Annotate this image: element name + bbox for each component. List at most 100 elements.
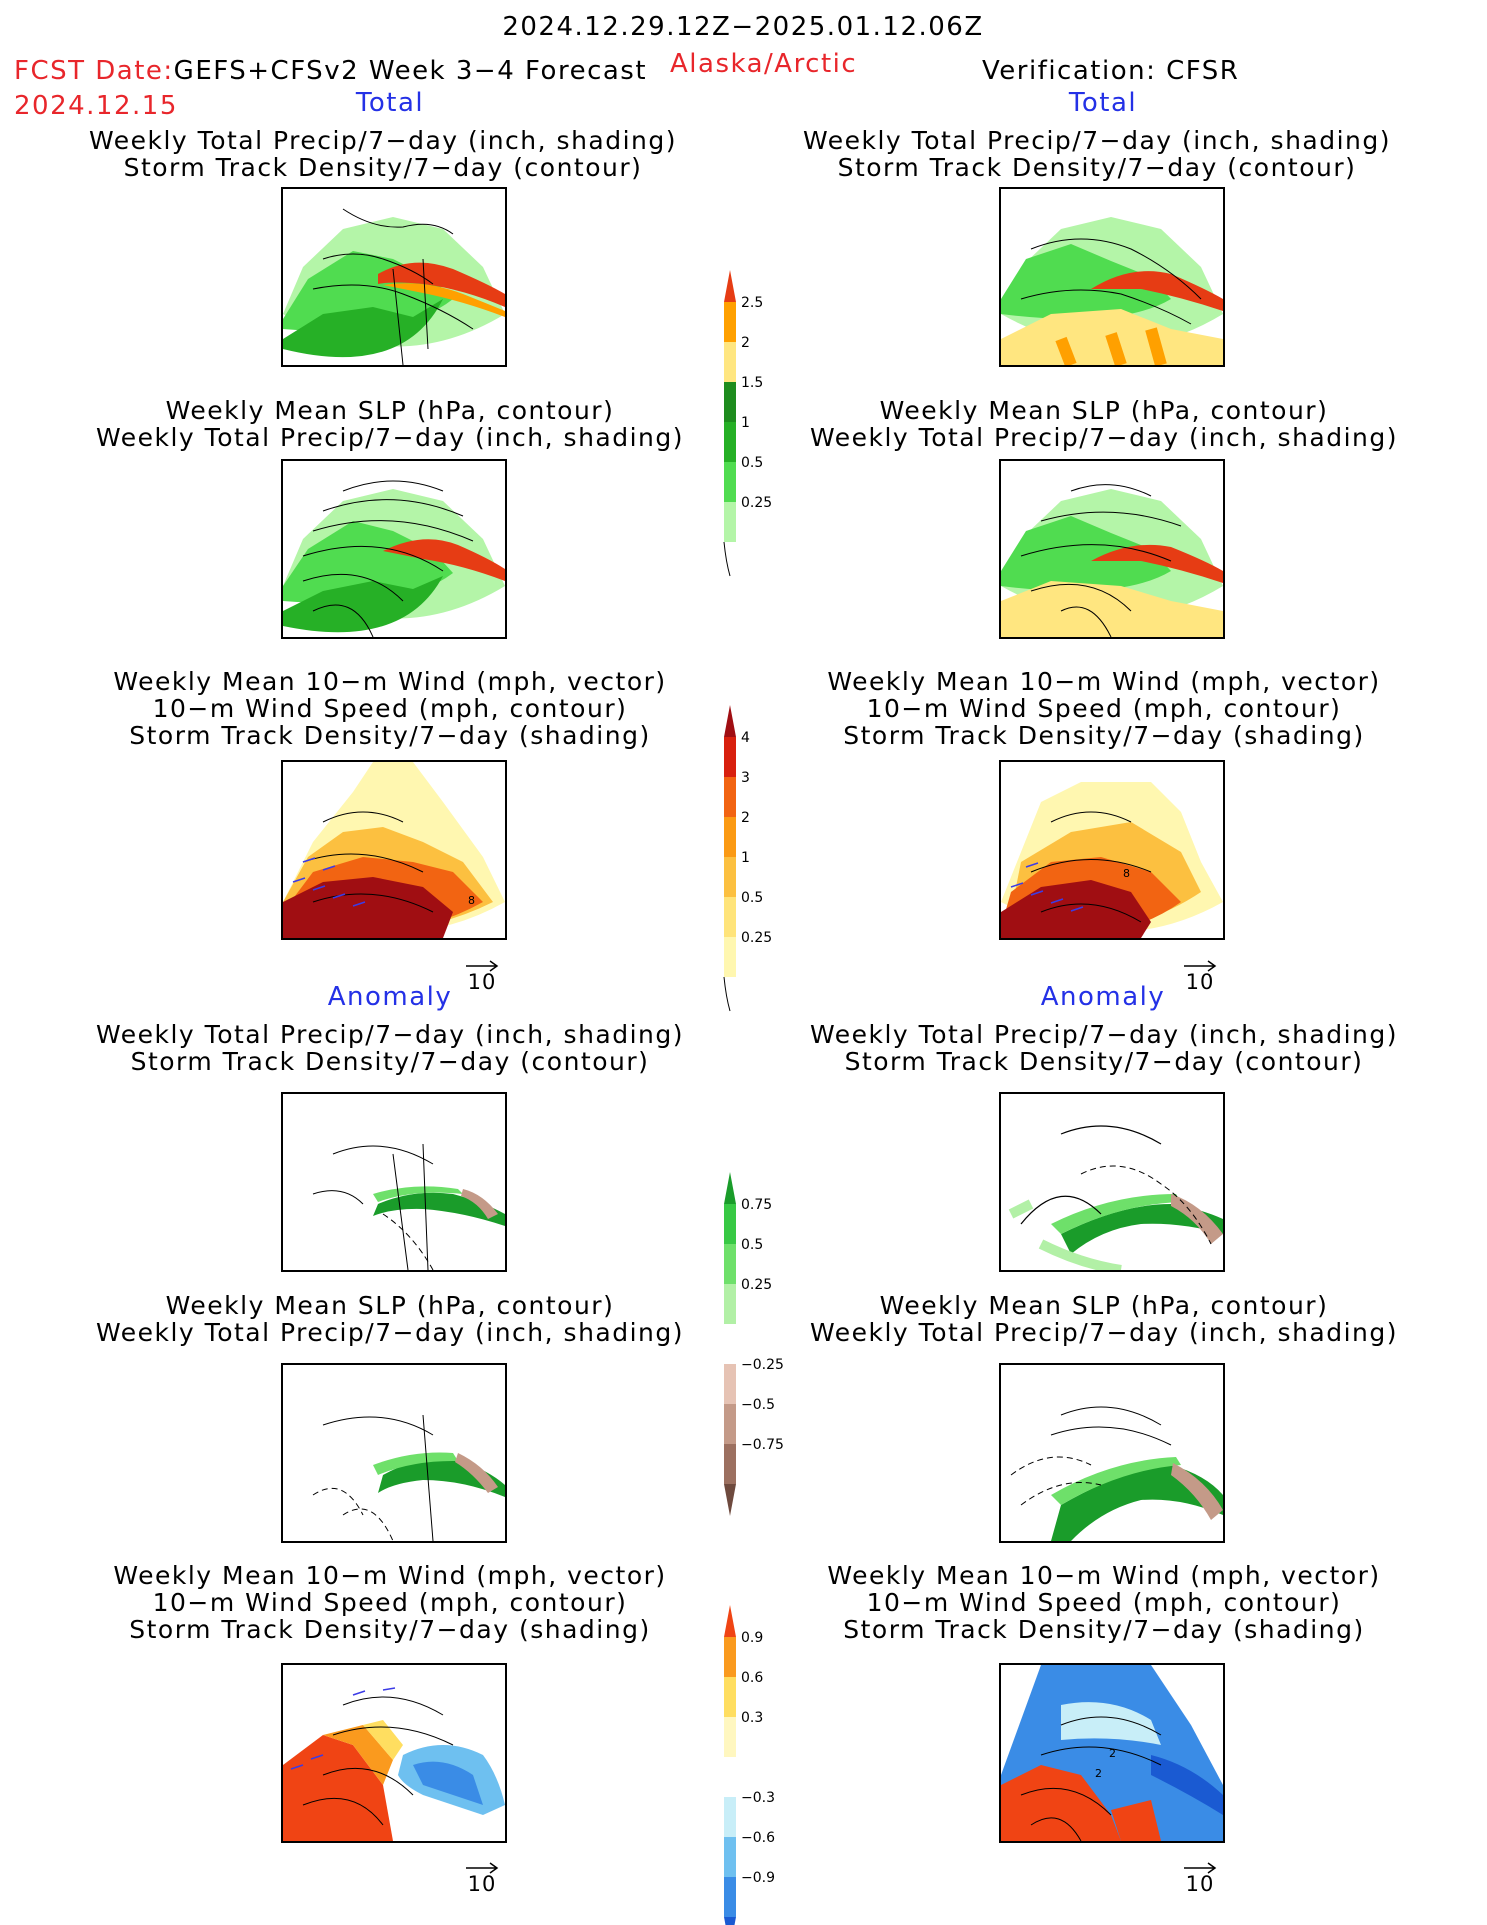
map-total-wind-storm-verif: 8	[999, 760, 1225, 940]
colorbar-precip-anomaly: 0.75 0.5 0.25 −0.25 −0.5 −0.75	[724, 1172, 804, 1516]
colorbar-tick-label: 0.25	[741, 930, 772, 946]
colorbar-tick-label: 1.5	[741, 375, 763, 391]
colorbar-tick-label: −0.3	[741, 1790, 775, 1806]
colorbar-tick-label: 0.25	[741, 1277, 772, 1293]
title-total-precip-storm-fcst: Weekly Total Precip/7−day (inch, shading…	[88, 126, 678, 182]
map-anom-wind-storm-fcst	[281, 1663, 507, 1843]
colorbar-segment	[724, 1324, 736, 1364]
colorbar-segment	[724, 1204, 736, 1244]
colorbar-segment	[724, 422, 736, 462]
colorbar-segment	[724, 1484, 736, 1516]
wind-contour-label-fcst: 8	[468, 894, 475, 907]
title-total-slp-precip-verif: Weekly Mean SLP (hPa, contour) Weekly Tot…	[809, 396, 1399, 452]
colorbar-segment	[724, 1637, 736, 1677]
colorbar-tick-label: 1	[741, 415, 750, 431]
map-total-precip-storm-verif	[999, 187, 1225, 367]
colorbar-segment	[724, 270, 736, 302]
colorbar-segment	[724, 502, 736, 542]
colorbar-tick-label: 1	[741, 850, 750, 866]
title-total-wind-storm-verif: Weekly Mean 10−m Wind (mph, vector) 10−m …	[827, 667, 1381, 750]
colorbar-storm-total: 4 3 2 1 0.5 0.25	[723, 705, 804, 1012]
colorbar-segment	[724, 1364, 736, 1404]
colorbar-storm-anomaly: 0.9 0.6 0.3 −0.3 −0.6 −0.9	[724, 1605, 804, 1925]
map-anom-slp-precip-verif	[999, 1363, 1225, 1543]
region-label: Alaska/Arctic	[670, 49, 858, 79]
section-anomaly-right: Anomaly	[1040, 982, 1166, 1012]
map-anom-precip-storm-fcst	[281, 1092, 507, 1272]
colorbar-tail	[723, 541, 731, 577]
colorbar-tick-label: −0.6	[741, 1830, 775, 1846]
colorbar-segment	[724, 1244, 736, 1284]
vector-ref-label: 10	[1185, 1872, 1215, 1896]
vector-ref-total-verif: 10	[1170, 960, 1230, 993]
vector-ref-total-fcst: 10	[452, 960, 512, 993]
colorbar-tick-label: 0.9	[741, 1630, 763, 1646]
map-anom-wind-storm-verif: 2 2	[999, 1663, 1225, 1843]
map-total-slp-precip-verif	[999, 459, 1225, 639]
colorbar-tick-label: −0.75	[741, 1437, 784, 1453]
title-anom-slp-precip-verif: Weekly Mean SLP (hPa, contour) Weekly Tot…	[809, 1291, 1399, 1347]
title-anom-precip-storm-fcst: Weekly Total Precip/7−day (inch, shading…	[95, 1020, 685, 1076]
title-total-precip-storm-verif: Weekly Total Precip/7−day (inch, shading…	[802, 126, 1392, 182]
colorbar-segment	[724, 1877, 736, 1917]
colorbar-tick-label: −0.25	[741, 1357, 784, 1373]
title-total-slp-precip-fcst: Weekly Mean SLP (hPa, contour) Weekly Tot…	[95, 396, 685, 452]
colorbar-segment	[724, 1404, 736, 1444]
section-anomaly-left: Anomaly	[327, 982, 453, 1012]
title-anom-precip-storm-verif: Weekly Total Precip/7−day (inch, shading…	[809, 1020, 1399, 1076]
colorbar-segment	[724, 937, 736, 977]
colorbar-segment	[724, 1717, 736, 1757]
colorbar-tick-label: 2	[741, 335, 750, 351]
section-total-right: Total	[1068, 88, 1138, 118]
vector-ref-label: 10	[1185, 970, 1215, 994]
colorbar-segment	[724, 1605, 736, 1637]
colorbar-tick-label: 0.5	[741, 890, 763, 906]
colorbar-precip-total: 2.5 2 1.5 1 0.5 0.25	[723, 270, 804, 577]
colorbar-segment	[724, 897, 736, 937]
storm-anom-label-a: 2	[1109, 1747, 1116, 1760]
colorbar-segment	[724, 777, 736, 817]
colorbar-segment	[724, 1284, 736, 1324]
fcst-date-label: FCST Date:	[14, 56, 174, 86]
colorbar-tick-label: 0.5	[741, 455, 763, 471]
storm-anom-label-b: 2	[1095, 1767, 1102, 1780]
colorbar-segment	[724, 382, 736, 422]
vector-ref-label: 10	[467, 970, 497, 994]
colorbar-segment	[724, 737, 736, 777]
colorbar-tick-label: 4	[741, 730, 750, 746]
colorbar-segment	[724, 1837, 736, 1877]
colorbar-tick-label: 0.6	[741, 1670, 763, 1686]
colorbar-segment	[724, 1917, 736, 1925]
colorbar-tick-label: 0.5	[741, 1237, 763, 1253]
forecast-period: 2024.12.29.12Z−2025.01.12.06Z	[502, 12, 984, 42]
colorbar-segment	[724, 342, 736, 382]
colorbar-segment	[724, 1757, 736, 1797]
fcst-line: FCST Date:GEFS+CFSv2 Week 3−4 Forecast	[14, 58, 647, 84]
colorbar-tick-label: 0.3	[741, 1710, 763, 1726]
colorbar-tick-label: 2	[741, 810, 750, 826]
title-anom-wind-storm-verif: Weekly Mean 10−m Wind (mph, vector) 10−m …	[827, 1561, 1381, 1644]
colorbar-segment	[724, 462, 736, 502]
map-anom-precip-storm-verif	[999, 1092, 1225, 1272]
colorbar-segment	[724, 1172, 736, 1204]
colorbar-segment	[724, 705, 736, 737]
product-name: GEFS+CFSv2 Week 3−4 Forecast	[173, 56, 648, 86]
section-total-left: Total	[355, 88, 425, 118]
colorbar-segment	[724, 1677, 736, 1717]
colorbar-tick-label: 2.5	[741, 295, 763, 311]
colorbar-tick-label: −0.9	[741, 1870, 775, 1886]
colorbar-tick-label: 0.25	[741, 495, 772, 511]
vector-ref-label: 10	[467, 1872, 497, 1896]
wind-contour-label-verif: 8	[1123, 867, 1130, 880]
colorbar-segment	[724, 817, 736, 857]
colorbar-tick-label: −0.5	[741, 1397, 775, 1413]
colorbar-segment	[724, 1444, 736, 1484]
colorbar-segment	[724, 302, 736, 342]
verification-label: Verification: CFSR	[982, 56, 1240, 86]
title-total-wind-storm-fcst: Weekly Mean 10−m Wind (mph, vector) 10−m …	[113, 667, 667, 750]
colorbar-segment	[724, 857, 736, 897]
map-total-precip-storm-fcst	[281, 187, 507, 367]
map-anom-slp-precip-fcst	[281, 1363, 507, 1543]
title-anom-slp-precip-fcst: Weekly Mean SLP (hPa, contour) Weekly Tot…	[95, 1291, 685, 1347]
colorbar-segment	[724, 1797, 736, 1837]
